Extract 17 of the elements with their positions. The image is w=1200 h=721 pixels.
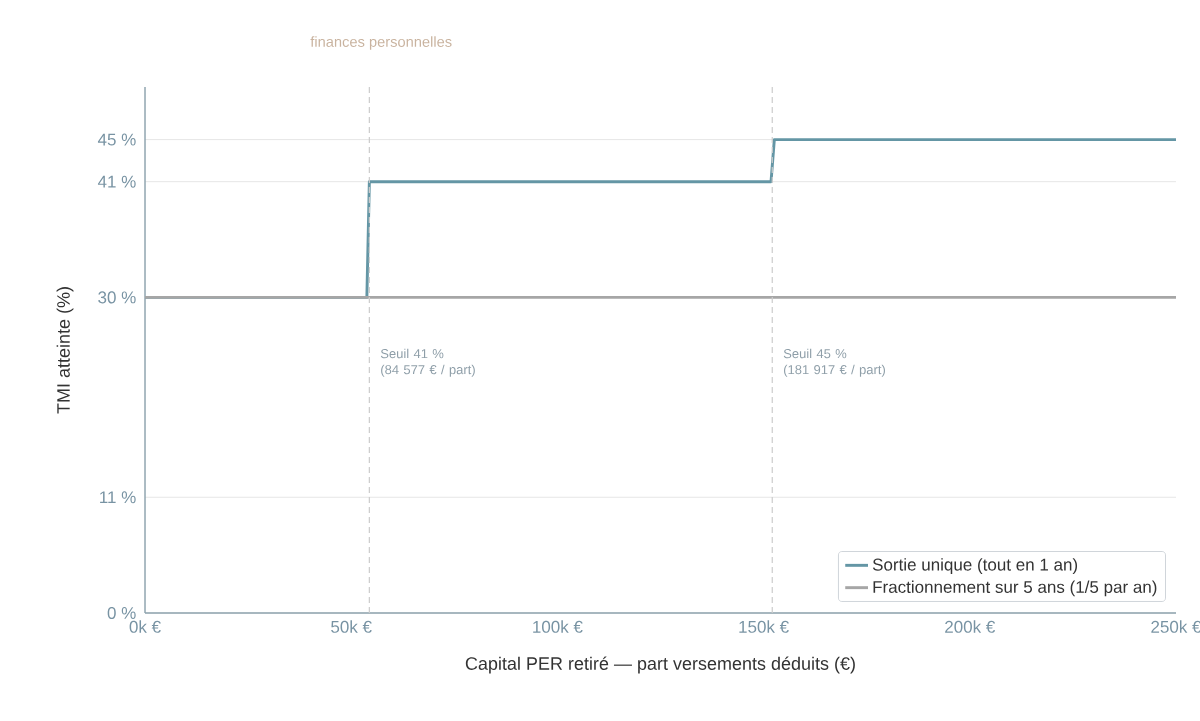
ref-line-label: Seuil 45 % (181 917 € / part) (783, 348, 885, 377)
x-tick-label: 100k € (533, 620, 583, 633)
legend-label: Fractionnement sur 5 ans (1/5 par an) (873, 580, 1157, 597)
y-axis-title: TMI atteinte (%) (56, 287, 74, 414)
x-tick-label: 50k € (331, 620, 372, 633)
x-tick-label: 0k € (129, 620, 161, 633)
ref-line-label: Seuil 41 % (84 577 € / part) (380, 348, 475, 377)
y-tick-label: 30 % (98, 291, 136, 304)
legend-label: Sortie unique (tout en 1 an) (872, 558, 1078, 575)
y-tick-label: 11 % (100, 491, 136, 504)
y-tick-label: 45 % (97, 133, 136, 146)
y-tick-label: 0 % (107, 606, 136, 620)
x-tick-label: 150k € (739, 620, 789, 633)
y-tick-label: 41 % (97, 175, 136, 188)
x-tick-label: 200k € (945, 620, 996, 633)
chart-subtitle: finances personnelles (310, 36, 452, 50)
x-axis-title: Capital PER retiré — part versements déduits (€) (465, 656, 855, 674)
